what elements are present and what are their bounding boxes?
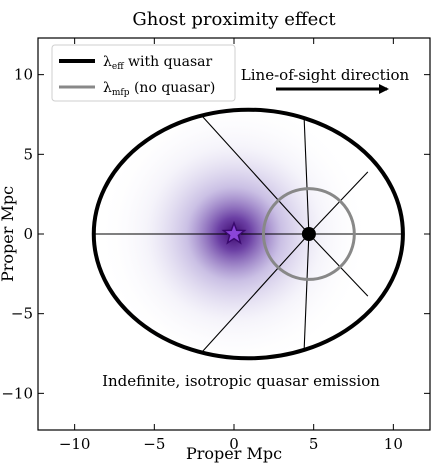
x-tick-label: 10 [384, 435, 403, 453]
y-axis-label: Proper Mpc [0, 186, 17, 282]
sightline-ray [303, 117, 310, 235]
legend-box [51, 44, 236, 102]
legend: λeff with quasar λmfp (no quasar) [51, 44, 236, 102]
quasar-star-icon [221, 220, 247, 245]
y-tick-label: 5 [23, 145, 33, 163]
x-tick-label: −5 [143, 435, 165, 453]
mfp-circle [261, 187, 356, 281]
sightline-ray [201, 233, 310, 353]
x-axis-label: Proper Mpc [186, 444, 282, 463]
legend-label-eff: λeff with quasar [103, 54, 212, 72]
y-tick-label: 0 [23, 225, 33, 243]
chart-title: Ghost proximity effect [132, 9, 336, 30]
legend-label-mfp: λmfp (no quasar) [103, 80, 215, 98]
sightline-ray [201, 115, 310, 235]
y-tick-label: −5 [11, 305, 33, 323]
sightline-rays [93, 115, 403, 353]
y-tick-label: −10 [1, 384, 33, 402]
x-tick-label: 0 [229, 435, 239, 453]
x-tick-label: 5 [309, 435, 319, 453]
y-tick-label: 10 [14, 66, 33, 84]
sightline-ray [303, 233, 310, 351]
x-axis-ticks: −10 −5 0 5 10 [59, 38, 403, 453]
line-of-sight-label: Line-of-sight direction [241, 66, 410, 84]
sightline-ray [308, 171, 369, 235]
absorber-dot [301, 227, 316, 241]
effective-mfp-ellipse [91, 107, 405, 361]
y-axis-ticks: −10 −5 0 5 10 [1, 66, 430, 402]
sightline-ray [308, 233, 369, 297]
isotropic-emission-label: Indefinite, isotropic quasar emission [102, 372, 380, 390]
x-tick-label: −10 [59, 435, 91, 453]
